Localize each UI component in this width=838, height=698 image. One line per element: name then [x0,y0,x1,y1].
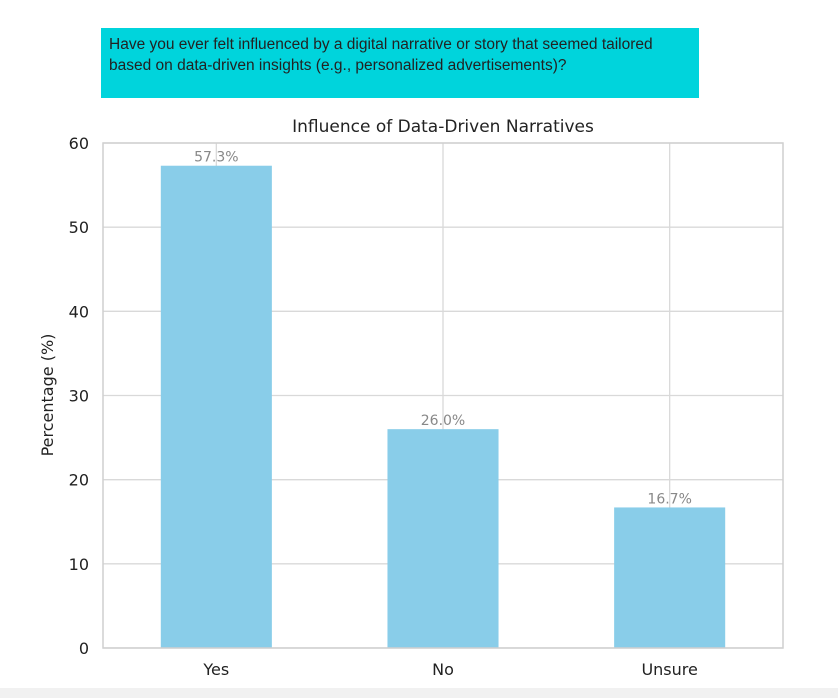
survey-question: Have you ever felt influenced by a digit… [101,28,699,98]
y-tick-label: 50 [69,218,89,237]
plot-frame [102,142,784,649]
data-label: 57.3% [194,150,238,166]
y-tick-label: 30 [69,387,89,406]
y-tick-label: 60 [69,134,89,153]
bar-yes [160,165,272,648]
x-tick-label: No [432,660,454,679]
x-tick-label: Yes [202,660,229,679]
bottom-edge [0,688,838,698]
y-tick-label: 20 [69,471,89,490]
y-tick-label: 10 [69,555,89,574]
y-axis-label: Percentage (%) [38,334,57,457]
y-tick-label: 0 [79,639,89,658]
x-tick-label: Unsure [641,660,697,679]
data-label: 26.0% [421,413,465,429]
y-tick-label: 40 [69,302,89,321]
data-label: 16.7% [647,491,691,507]
chart-title: Influence of Data-Driven Narratives [292,117,594,137]
bar-unsure [614,507,726,648]
bar-no [387,429,499,648]
